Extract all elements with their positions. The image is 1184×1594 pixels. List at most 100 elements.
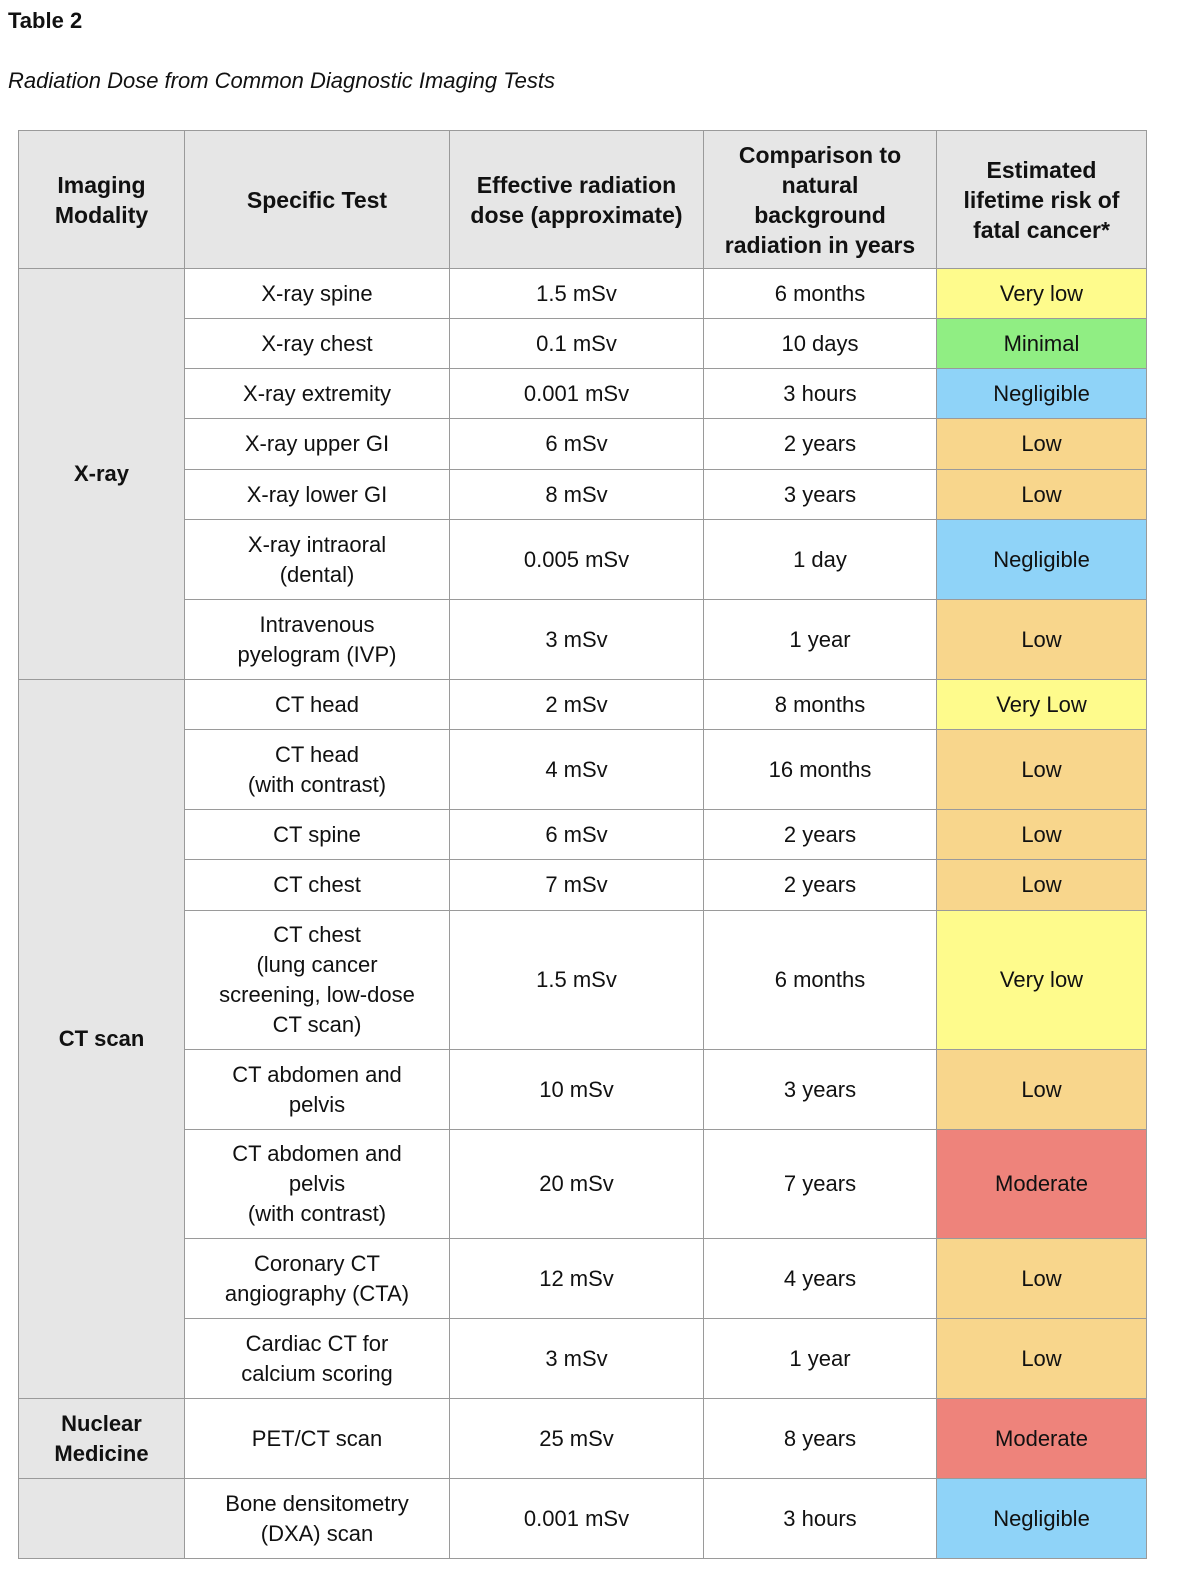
test-cell: Coronary CT angiography (CTA) [184,1238,450,1319]
risk-cell: Negligible [936,519,1147,600]
test-cell: CT head (with contrast) [184,729,450,810]
test-cell: X-ray upper GI [184,418,450,470]
comparison-cell: 3 hours [703,368,937,419]
test-cell: CT chest (lung cancer screening, low-dos… [184,910,450,1050]
comparison-cell: 2 years [703,809,937,860]
risk-cell: Low [936,1238,1147,1319]
modality-cell [18,1478,185,1559]
header-specific-test: Specific Test [184,130,450,269]
comparison-cell: 1 day [703,519,937,600]
table-row: Cardiac CT for calcium scoring 3 mSv 1 yea… [19,1318,1147,1399]
test-cell: CT abdomen and pelvis [184,1049,450,1130]
header-background-comparison: Comparison to natural background radiati… [703,130,937,269]
risk-cell: Low [936,729,1147,810]
table-row: X-ray chest 0.1 mSv 10 days Minimal [19,318,1147,369]
test-cell: PET/CT scan [184,1398,450,1479]
risk-cell: Low [936,1049,1147,1130]
comparison-cell: 7 years [703,1129,937,1239]
dose-cell: 0.001 mSv [449,368,704,419]
table-row: Intravenous pyelogram (IVP) 3 mSv 1 year Lo… [19,599,1147,680]
table-row: X-ray X-ray spine 1.5 mSv 6 months Very low [18,268,1147,680]
comparison-cell: 8 years [703,1398,937,1479]
test-cell: CT abdomen and pelvis (with contrast) [184,1129,450,1239]
risk-cell: Very low [936,268,1147,319]
table-row: X-ray intraoral (dental) 0.005 mSv 1 day Ne… [19,519,1147,600]
dose-cell: 12 mSv [449,1238,704,1319]
risk-cell: Negligible [936,368,1147,419]
comparison-cell: 3 years [703,469,937,520]
comparison-cell: 6 months [703,268,937,319]
table-row: CT spine 6 mSv 2 years Low [19,809,1147,860]
risk-cell: Very Low [936,679,1147,730]
risk-cell: Low [936,1318,1147,1399]
risk-cell: Very low [936,910,1147,1050]
table-row: CT chest 7 mSv 2 years Low [19,859,1147,911]
risk-cell: Low [936,418,1147,470]
risk-cell: Negligible [936,1478,1147,1559]
header-imaging-modality: Imaging Modality [18,130,185,269]
test-cell: CT spine [184,809,450,860]
test-cell: Intravenous pyelogram (IVP) [184,599,450,680]
table-row: CT chest (lung cancer screening, low-dos… [19,910,1147,1050]
comparison-cell: 2 years [703,859,937,911]
risk-cell: Low [936,469,1147,520]
test-cell: CT head [184,679,450,730]
table-row: CT scan CT head 2 mSv 8 months Very Low [18,679,1147,1399]
table-row: X-ray extremity 0.001 mSv 3 hours Negligibl… [19,368,1147,419]
comparison-cell: 10 days [703,318,937,369]
test-cell: Bone densitometry (DXA) scan [184,1478,450,1559]
test-cell: X-ray chest [184,318,450,369]
risk-cell: Low [936,599,1147,680]
comparison-cell: 8 months [703,679,937,730]
risk-cell: Minimal [936,318,1147,369]
test-cell: CT chest [184,859,450,911]
test-cell: Cardiac CT for calcium scoring [184,1318,450,1399]
comparison-cell: 16 months [703,729,937,810]
dose-cell: 1.5 mSv [449,268,704,319]
risk-cell: Moderate [936,1398,1147,1479]
comparison-cell: 4 years [703,1238,937,1319]
table-row: X-ray upper GI 6 mSv 2 years Low [19,418,1147,470]
modality-cell: X-ray [18,268,185,680]
table-row: Bone densitometry (DXA) scan 0.001 mSv 3 h… [18,1478,1147,1559]
comparison-cell: 2 years [703,418,937,470]
dose-cell: 2 mSv [449,679,704,730]
comparison-cell: 3 years [703,1049,937,1130]
table-row: CT head (with contrast) 4 mSv 16 months Low [19,729,1147,810]
comparison-cell: 1 year [703,1318,937,1399]
table-row: CT abdomen and pelvis (with contrast) 20 … [19,1129,1147,1239]
table-row: X-ray lower GI 8 mSv 3 years Low [19,469,1147,520]
radiation-dose-table: Imaging Modality Specific Test Effective… [18,130,1147,1559]
header-effective-dose: Effective radiation dose (approximate) [449,130,704,269]
dose-cell: 4 mSv [449,729,704,810]
dose-cell: 7 mSv [449,859,704,911]
dose-cell: 0.1 mSv [449,318,704,369]
dose-cell: 3 mSv [449,1318,704,1399]
test-cell: X-ray intraoral (dental) [184,519,450,600]
table-label: Table 2 [8,8,83,33]
dose-cell: 20 mSv [449,1129,704,1239]
modality-cell: CT scan [18,679,185,1399]
risk-cell: Low [936,809,1147,860]
risk-cell: Low [936,859,1147,911]
dose-cell: 0.005 mSv [449,519,704,600]
table-header: Imaging Modality Specific Test Effective… [18,130,1147,269]
comparison-cell: 3 hours [703,1478,937,1559]
table-title: Radiation Dose from Common Diagnostic Im… [8,68,555,93]
test-cell: X-ray extremity [184,368,450,419]
dose-cell: 6 mSv [449,809,704,860]
comparison-cell: 1 year [703,599,937,680]
risk-cell: Moderate [936,1129,1147,1239]
dose-cell: 0.001 mSv [449,1478,704,1559]
dose-cell: 10 mSv [449,1049,704,1130]
dose-cell: 25 mSv [449,1398,704,1479]
dose-cell: 1.5 mSv [449,910,704,1050]
dose-cell: 6 mSv [449,418,704,470]
header-lifetime-risk: Estimated lifetime risk of fatal cancer* [936,130,1147,269]
dose-cell: 8 mSv [449,469,704,520]
modality-cell: Nuclear Medicine [18,1398,185,1479]
table-row: Coronary CT angiography (CTA) 12 mSv 4 yea… [19,1238,1147,1319]
table-row: CT abdomen and pelvis 10 mSv 3 years Low [19,1049,1147,1130]
table-row: Nuclear Medicine PET/CT scan 25 mSv 8 years… [18,1398,1147,1479]
comparison-cell: 6 months [703,910,937,1050]
